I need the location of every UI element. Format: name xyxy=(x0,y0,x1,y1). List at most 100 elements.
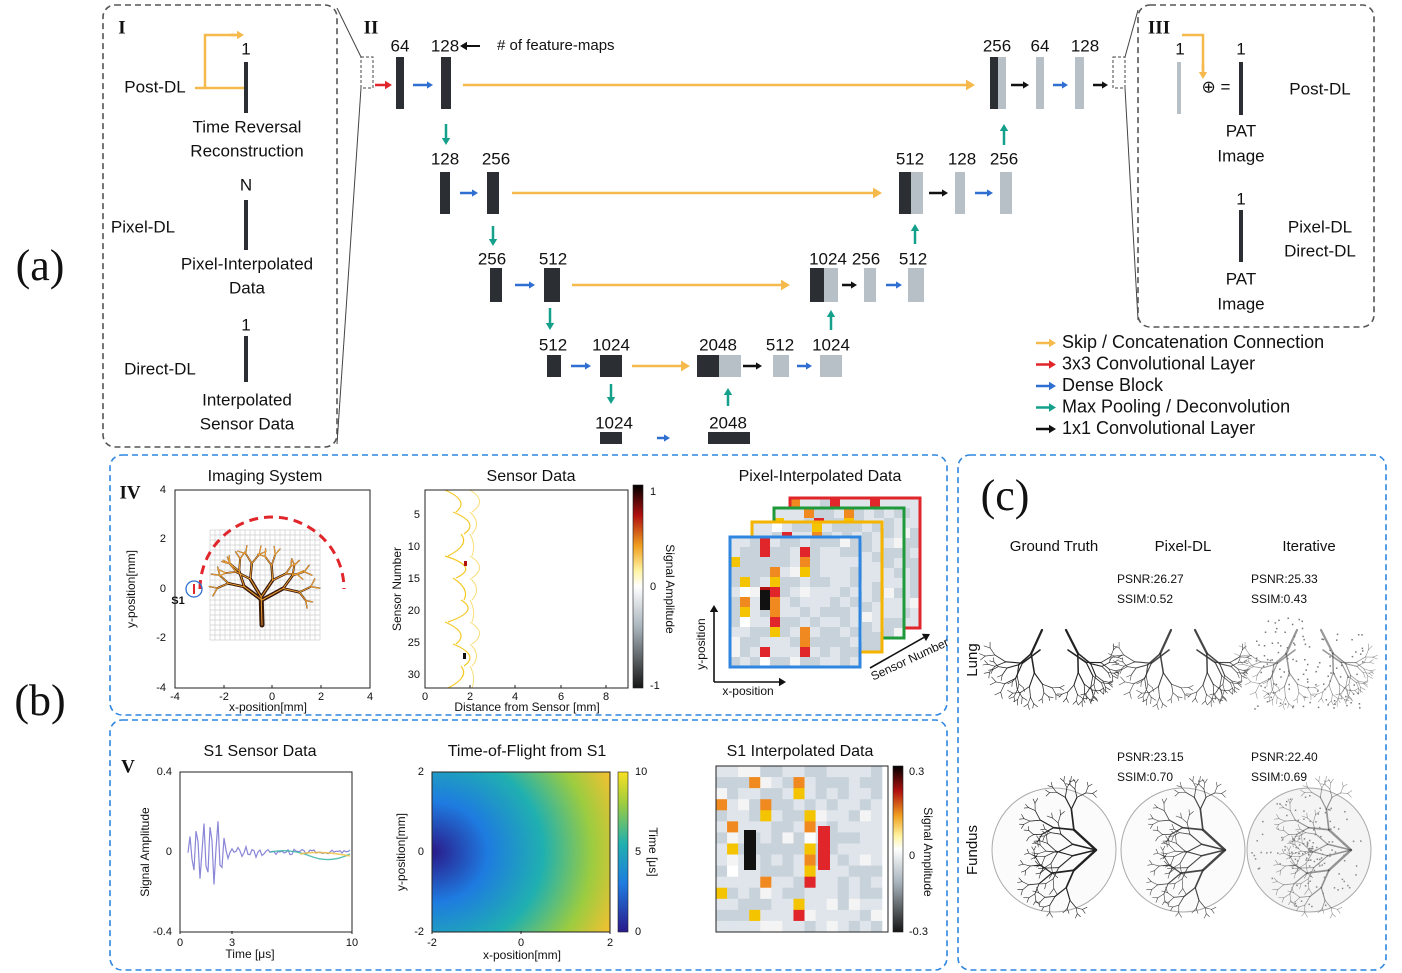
x-tick-label: 8 xyxy=(603,691,609,703)
heat-cell xyxy=(816,766,827,777)
wavefront xyxy=(470,534,474,556)
heat-cell xyxy=(750,607,760,617)
heat-cell xyxy=(884,538,894,548)
heat-cell xyxy=(716,899,727,910)
colorbar xyxy=(893,766,903,932)
heat-cell xyxy=(740,557,750,567)
heat-cell xyxy=(740,627,750,637)
arrow xyxy=(572,280,790,291)
noise xyxy=(1353,693,1355,695)
heat-cell xyxy=(793,777,804,788)
arrow-head xyxy=(724,388,732,395)
heat-cell xyxy=(760,888,771,899)
noise xyxy=(1316,847,1318,849)
noise xyxy=(1291,852,1293,854)
heat-cell xyxy=(830,627,840,637)
axis-label: x-position xyxy=(722,684,773,698)
heat-cell xyxy=(838,855,849,866)
noise xyxy=(1292,867,1294,869)
noise xyxy=(1307,664,1309,666)
heat-cell xyxy=(849,888,860,899)
feature-block xyxy=(1000,172,1012,214)
noise xyxy=(1310,871,1312,873)
legend-label: Dense Block xyxy=(1062,375,1164,395)
heat-cell xyxy=(782,766,793,777)
heat-cell xyxy=(860,855,871,866)
noise xyxy=(1329,665,1331,667)
noise xyxy=(1282,839,1284,841)
heat-cell xyxy=(793,888,804,899)
noise xyxy=(1313,829,1315,831)
heat-cell xyxy=(749,810,760,821)
noise xyxy=(1272,643,1274,645)
vessel xyxy=(1315,685,1320,687)
wavefront xyxy=(470,666,474,688)
vessel xyxy=(236,572,250,579)
feature-block xyxy=(600,432,622,444)
vessel xyxy=(1206,695,1212,699)
heat-cell xyxy=(871,866,882,877)
colorbar-label: Time [μs] xyxy=(646,827,660,876)
vessel xyxy=(1204,914,1206,918)
feature-count: 512 xyxy=(539,335,567,354)
noise xyxy=(1287,658,1289,660)
colorbar-tick-label: 1 xyxy=(650,486,656,498)
heat-cell xyxy=(760,843,771,854)
vessel xyxy=(1021,687,1030,693)
sensor-label: S1 xyxy=(171,595,184,607)
heat-cell xyxy=(860,866,871,877)
feature-block xyxy=(440,172,450,214)
vessel xyxy=(1283,697,1286,704)
vessel xyxy=(1366,650,1369,657)
noise xyxy=(1264,687,1266,689)
heat-cell xyxy=(716,821,727,832)
vessel xyxy=(246,546,247,554)
vessel xyxy=(1202,701,1205,704)
feature-count: 256 xyxy=(990,149,1018,168)
heat-cell xyxy=(750,637,760,647)
row-label: Fundus xyxy=(964,825,981,875)
vessel xyxy=(1243,664,1250,666)
heat-cell xyxy=(820,557,830,567)
vessel xyxy=(1261,662,1278,663)
channel-bar xyxy=(244,336,248,382)
vessel xyxy=(1319,776,1320,781)
vessel xyxy=(1204,783,1205,789)
heat-cell xyxy=(750,557,760,567)
noise xyxy=(1278,620,1280,622)
heat-cell xyxy=(840,617,850,627)
heat-cell xyxy=(820,607,830,617)
noise xyxy=(1302,636,1304,638)
heat-cell xyxy=(780,607,790,617)
heat-cell xyxy=(770,587,780,597)
vessel xyxy=(1285,697,1288,703)
noise xyxy=(1280,676,1282,678)
noise xyxy=(1302,853,1304,855)
heat-cell xyxy=(770,647,780,657)
noise xyxy=(1303,843,1305,845)
noise xyxy=(1295,859,1297,861)
caption: PAT xyxy=(1226,269,1257,288)
heat-cell xyxy=(790,577,800,587)
noise xyxy=(1267,701,1269,703)
vessel xyxy=(1205,908,1211,910)
noise xyxy=(1315,684,1317,686)
vessel xyxy=(1325,785,1330,789)
heat-cell xyxy=(849,910,860,921)
heat-cell xyxy=(771,921,782,932)
heat-cell xyxy=(805,877,816,888)
heat-cell xyxy=(749,788,760,799)
heat-cell xyxy=(884,528,894,538)
heat-cell xyxy=(862,572,872,582)
heat-cell xyxy=(730,567,740,577)
vessel xyxy=(1250,692,1256,695)
caption: Reconstruction xyxy=(190,141,303,160)
heat-cell xyxy=(838,799,849,810)
vessel xyxy=(1250,662,1261,666)
vessel xyxy=(1199,785,1204,789)
colorbar xyxy=(633,485,643,688)
heat-cell xyxy=(760,647,770,657)
noise xyxy=(1257,705,1259,707)
heat-cell xyxy=(716,777,727,788)
noise xyxy=(1334,826,1336,828)
